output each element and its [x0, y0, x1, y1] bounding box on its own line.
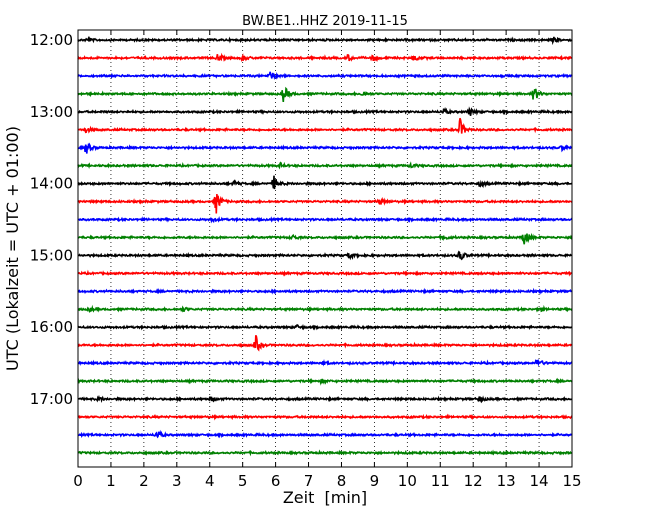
y-tick-label: 14:00 — [30, 175, 73, 193]
seismic-trace — [77, 86, 573, 102]
seismic-trace — [77, 323, 573, 331]
y-tick-label: 16:00 — [30, 318, 73, 336]
seismic-trace — [77, 269, 572, 277]
seismic-trace — [77, 429, 573, 439]
x-tick-label: 11 — [431, 472, 450, 490]
x-tick-label: 13 — [497, 472, 516, 490]
x-tick-label: 10 — [398, 472, 417, 490]
x-tick-label: 8 — [337, 472, 347, 490]
seismic-trace — [77, 175, 573, 190]
seismic-trace — [77, 106, 573, 116]
seismic-trace — [77, 71, 573, 81]
x-tick-label: 15 — [562, 472, 581, 490]
seismic-trace — [77, 117, 573, 134]
plot-frame — [77, 29, 573, 468]
x-tick-label: 12 — [464, 472, 483, 490]
x-tick-label: 3 — [172, 472, 182, 490]
seismic-trace — [77, 161, 573, 170]
seismic-trace — [77, 304, 573, 313]
seismic-trace — [77, 232, 573, 245]
seismic-trace — [77, 52, 573, 63]
seismic-trace — [77, 358, 573, 367]
grid-lines — [110, 30, 540, 467]
seismic-trace — [77, 193, 573, 214]
seismic-trace — [77, 142, 573, 154]
x-tick-label: 14 — [530, 472, 549, 490]
seismic-trace — [77, 413, 573, 421]
chart-title: BW.BE1..HHZ 2019-11-15 — [242, 14, 408, 29]
x-tick-label: 7 — [304, 472, 314, 490]
seismic-trace — [77, 250, 573, 261]
x-tick-label: 5 — [238, 472, 248, 490]
y-tick-label: 13:00 — [30, 103, 73, 121]
x-tick-label: 2 — [139, 472, 149, 490]
seismic-trace — [77, 216, 573, 224]
x-tick-label: 9 — [370, 472, 380, 490]
y-tick-label: 15:00 — [30, 246, 73, 264]
x-tick-label: 0 — [73, 472, 83, 490]
y-axis-label: UTC (Lokalzeit = UTC + 01:00) — [3, 126, 22, 371]
x-tick-label: 1 — [106, 472, 116, 490]
y-tick-label: 17:00 — [30, 390, 73, 408]
seismic-trace — [77, 449, 573, 457]
seismic-trace — [77, 287, 573, 295]
traces — [77, 35, 573, 457]
seismic-trace — [77, 394, 573, 404]
seismic-trace — [77, 334, 573, 352]
x-axis-label: Zeit [min] — [283, 488, 367, 507]
y-tick-label: 12:00 — [30, 31, 73, 49]
seismic-trace — [77, 377, 573, 386]
axis-ticks: 0 1 2 3 4 5 6 7 8 9 10 11 12 13 14 1512:0013:0014:0015:… — [30, 30, 582, 490]
x-tick-label: 4 — [205, 472, 215, 490]
seismic-trace — [77, 35, 573, 46]
x-tick-label: 6 — [271, 472, 281, 490]
